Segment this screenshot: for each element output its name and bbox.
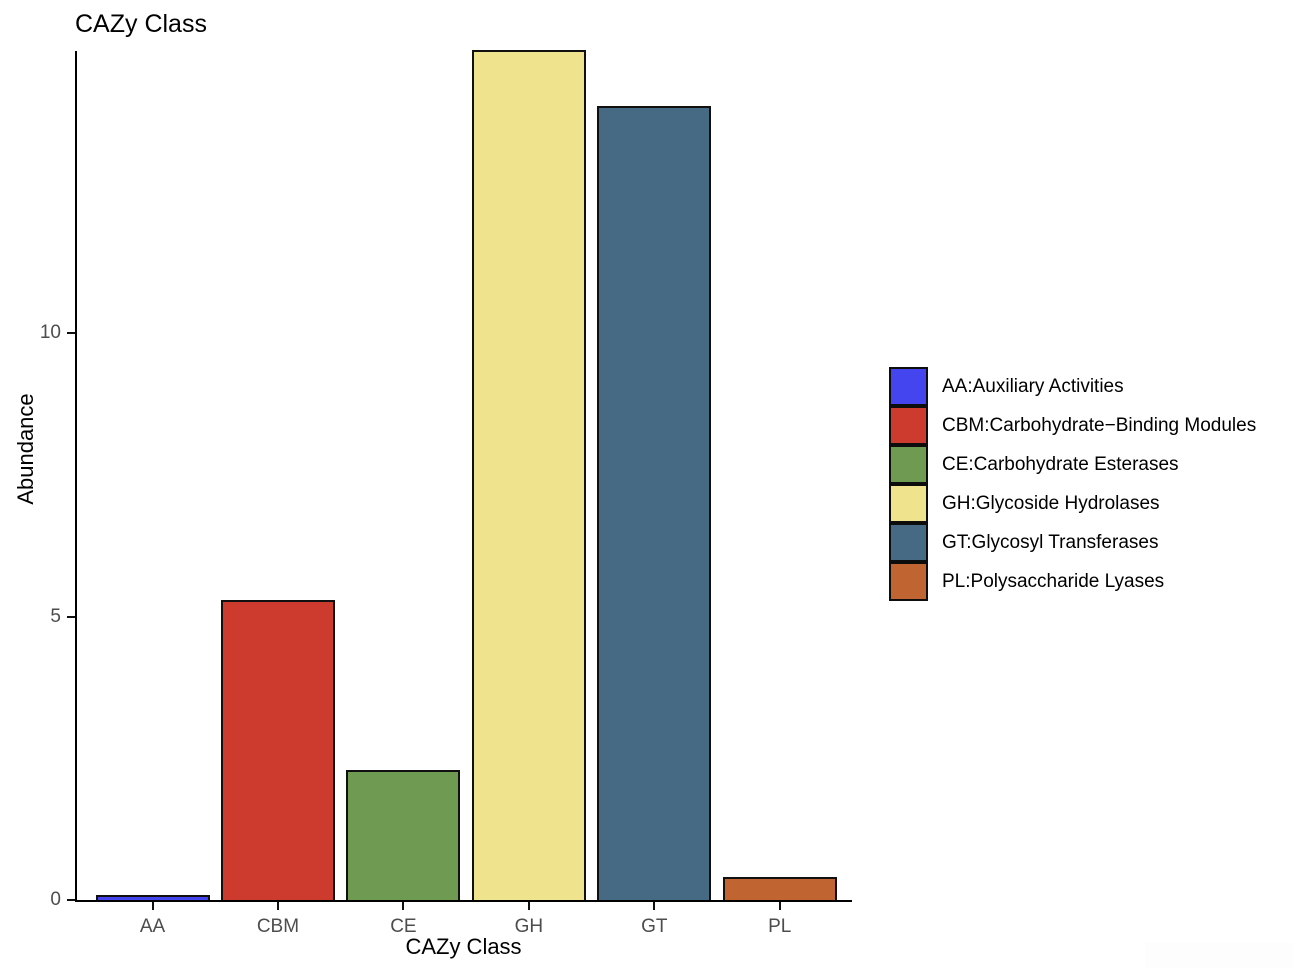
bar-GT: [597, 106, 712, 900]
x-tick-GT: [653, 902, 656, 910]
y-tick-0: [67, 899, 75, 901]
y-tick-label-10: 10: [39, 322, 61, 343]
x-tick-CBM: [276, 902, 279, 910]
legend-swatch-GT: [889, 523, 928, 562]
x-tick-PL: [778, 902, 781, 910]
legend-swatch-PL: [889, 562, 928, 601]
x-tick-label-GT: GT: [641, 916, 668, 937]
legend-swatch-GH: [889, 484, 928, 523]
legend-label-GT: GT:Glycosyl Transferases: [942, 531, 1159, 553]
legend-swatch-AA: [889, 367, 928, 406]
chart-title: CAZy Class: [75, 10, 207, 38]
x-tick-label-CBM: CBM: [256, 916, 300, 937]
legend-swatch-CBM: [889, 406, 928, 445]
watermark-box: [1145, 943, 1293, 968]
bar-CBM: [220, 599, 335, 900]
x-tick-label-GH: GH: [514, 916, 544, 937]
x-tick-label-AA: AA: [139, 916, 166, 937]
bar-CE: [346, 769, 461, 900]
x-axis-title: CAZy Class: [405, 934, 522, 959]
x-tick-label-CE: CE: [390, 916, 417, 937]
x-tick-AA: [151, 902, 154, 910]
legend-label-CE: CE:Carbohydrate Esterases: [942, 453, 1179, 475]
bar-GH: [471, 49, 586, 900]
legend-label-AA: AA:Auxiliary Activities: [942, 375, 1124, 397]
bar-PL: [722, 877, 837, 900]
plot-panel: AA CBM CE GH GT PL 0 5 10: [40, 49, 852, 937]
x-tick-label-PL: PL: [768, 916, 792, 937]
bar-AA: [95, 895, 210, 900]
legend-swatch-CE: [889, 445, 928, 484]
y-tick-label-5: 5: [50, 605, 61, 627]
x-tick-GH: [527, 902, 530, 910]
y-tick-10: [67, 332, 75, 334]
legend-label-CBM: CBM:Carbohydrate−Binding Modules: [942, 414, 1257, 436]
y-axis-title: Abundance: [13, 393, 38, 505]
legend-row-GH: GH:Glycoside Hydrolases: [889, 484, 1256, 523]
y-tick-5: [67, 615, 75, 618]
legend-label-PL: PL:Polysaccharide Lyases: [942, 570, 1165, 592]
legend-row-GT: GT:Glycosyl Transferases: [889, 523, 1256, 562]
y-tick-label-0: 0: [50, 889, 61, 910]
legend: AA:Auxiliary Activities CBM:Carbohydrate−…: [889, 367, 1256, 601]
legend-row-CE: CE:Carbohydrate Esterases: [889, 445, 1256, 484]
legend-label-GH: GH:Glycoside Hydrolases: [942, 492, 1160, 514]
legend-row-CBM: CBM:Carbohydrate−Binding Modules: [889, 406, 1256, 445]
x-tick-CE: [402, 902, 405, 910]
legend-row-PL: PL:Polysaccharide Lyases: [889, 562, 1256, 601]
legend-row-AA: AA:Auxiliary Activities: [889, 367, 1256, 406]
